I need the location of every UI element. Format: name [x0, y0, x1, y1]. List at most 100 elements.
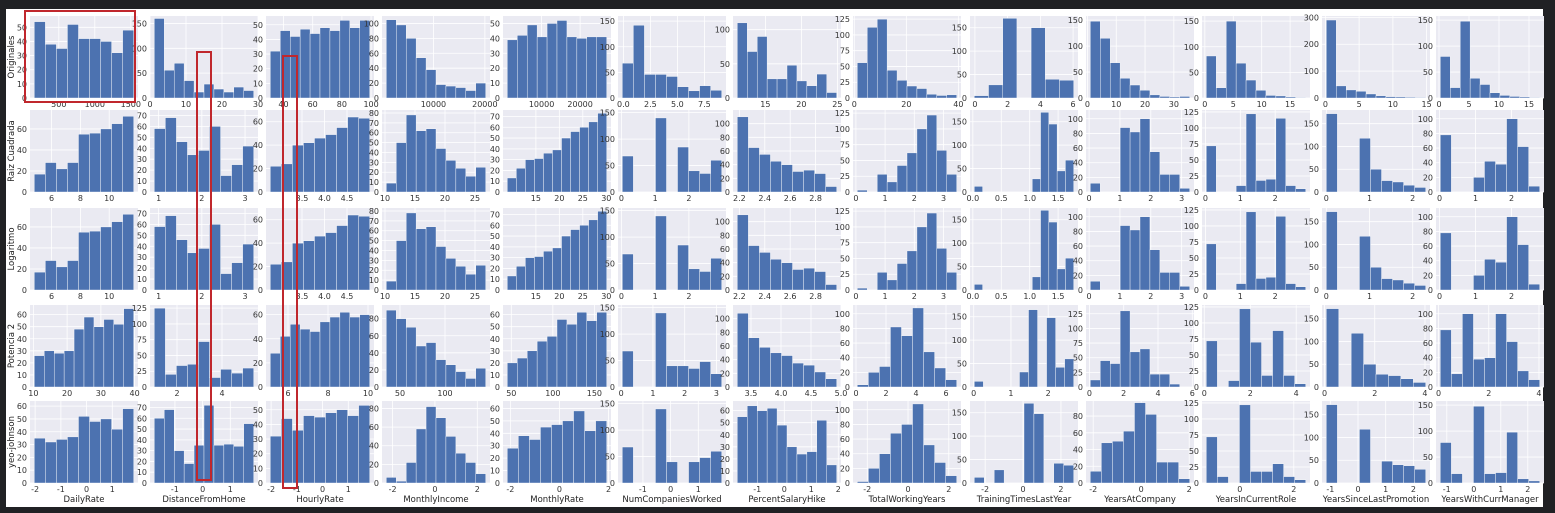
histogram-bar	[507, 362, 518, 388]
y-tick-label: 100	[1068, 115, 1083, 124]
histogram-bar	[280, 336, 291, 388]
y-tick-label: 125	[835, 109, 850, 118]
histogram-bar	[1473, 275, 1485, 291]
histogram-bar	[299, 328, 311, 388]
y-tick-label: 40	[137, 242, 147, 251]
x-tick-label: 0	[1203, 194, 1208, 203]
histogram-bar	[445, 258, 457, 291]
histogram-bar	[529, 439, 541, 484]
x-tick-label: 4	[1038, 100, 1043, 109]
histogram-bar	[89, 230, 101, 291]
y-tick-label: 50	[490, 232, 500, 241]
y-tick-label: 25	[1189, 463, 1199, 472]
x-tick-label: 6	[943, 389, 948, 398]
y-tick-label: 50	[137, 69, 147, 78]
histogram-bar	[1370, 267, 1382, 291]
y-tick-label: 75	[840, 239, 850, 248]
histogram-bar	[67, 436, 79, 484]
x-tick-label: 0	[971, 389, 976, 398]
histogram-bar	[551, 424, 563, 484]
x-tick-label: -2	[1089, 485, 1097, 494]
y-tick-label: 40	[17, 335, 27, 344]
histogram-bar	[1499, 95, 1511, 99]
y-tick-label: 50	[605, 68, 615, 77]
histogram-bar	[336, 225, 348, 291]
histogram-bar	[475, 82, 486, 99]
y-tick-label: 50	[957, 263, 967, 272]
y-tick-label: 100	[1418, 42, 1433, 51]
y-tick-label: 80	[369, 34, 379, 43]
histogram-bar	[507, 177, 517, 193]
x-tick-label: 4.5	[341, 194, 354, 203]
histogram-bar	[1040, 112, 1050, 193]
y-tick-label: 150	[1304, 218, 1319, 227]
y-tick-label: 80	[369, 207, 379, 216]
panel-raiz-cuadrada-totalworkingyears: 0 25 50 75 100 125 0 1 2 3	[835, 109, 961, 203]
histogram-bar	[816, 73, 827, 99]
histogram-bar	[803, 267, 815, 291]
histogram-bar	[1261, 471, 1273, 484]
x-tick-label: 4	[913, 389, 918, 398]
y-tick-label: 50	[369, 237, 379, 246]
histogram-bar	[415, 57, 427, 99]
y-tick-label: 80	[720, 328, 730, 337]
histogram-bar	[45, 44, 57, 99]
histogram-bar	[1285, 185, 1296, 193]
panel-originales-numcompaniesworked: 0 50 100 150 0.0 2.5 5.0 7.5	[600, 16, 726, 109]
histogram-bar	[405, 212, 417, 291]
histogram-bar	[1139, 348, 1151, 388]
y-tick-label: 40	[490, 243, 500, 252]
y-tick-label: 40	[1073, 159, 1083, 168]
y-tick-label: 0	[258, 286, 263, 295]
x-tick-label: 0	[557, 485, 562, 494]
x-tick-label: 10000	[421, 100, 446, 109]
histogram-bar	[415, 130, 427, 193]
x-tick-label: 10000	[529, 100, 554, 109]
histogram-bar	[826, 464, 837, 484]
y-tick-label: 100	[1304, 67, 1319, 76]
x-tick-label: 20	[554, 292, 564, 301]
x-tick-label: -1	[753, 485, 761, 494]
y-tick-label: 10	[137, 468, 147, 477]
x-axis-label: TrainingTimesLastYear	[976, 495, 1072, 505]
panel-raiz-cuadrada-percentsalaryhike: 0 20 40 60 80 100 2.2 2.4 2.6 2.8	[715, 110, 841, 203]
histogram-bar	[766, 408, 778, 484]
x-tick-label: 0	[320, 485, 325, 494]
y-tick-label: 80	[1073, 227, 1083, 236]
x-tick-label: 3	[242, 292, 247, 301]
y-tick-label: 25	[840, 172, 850, 181]
histogram-bar	[309, 33, 321, 99]
y-tick-label: 80	[1423, 129, 1433, 138]
histogram-bar	[561, 137, 571, 193]
y-tick-label: 40	[137, 436, 147, 445]
histogram-bar	[1392, 181, 1404, 193]
y-tick-label: 0	[495, 188, 500, 197]
y-tick-label: 50	[17, 415, 27, 424]
y-tick-label: 150	[1418, 401, 1433, 410]
histogram-bar	[1255, 180, 1267, 193]
histogram-bar	[1261, 375, 1273, 388]
histogram-bar	[622, 350, 634, 388]
histogram-bar	[759, 154, 771, 193]
histogram-bar	[314, 416, 326, 484]
histogram-bar	[747, 405, 758, 484]
y-tick-label: 10	[720, 467, 730, 476]
histogram-bar	[445, 364, 457, 388]
histogram-bar	[1459, 20, 1471, 99]
highlight-boxes	[24, 10, 298, 489]
histogram-bar	[1109, 363, 1121, 388]
x-axis-label: DistanceFromHome	[162, 495, 245, 505]
row-label-potencia-2: Potencia 2	[7, 324, 17, 368]
histogram-bar	[1517, 478, 1529, 484]
x-tick-label: 25	[470, 292, 480, 301]
x-tick-label: 15	[1422, 100, 1432, 109]
x-tick-label: 2	[946, 485, 951, 494]
histogram-bar	[475, 368, 486, 388]
histogram-bar	[396, 480, 407, 484]
y-tick-label: 70	[137, 111, 147, 120]
y-tick-label: 0	[1078, 479, 1083, 488]
x-tick-label: 500	[51, 100, 66, 109]
y-tick-label: 25	[840, 78, 850, 87]
histogram-bar	[154, 418, 165, 484]
histogram-bar	[896, 165, 908, 193]
